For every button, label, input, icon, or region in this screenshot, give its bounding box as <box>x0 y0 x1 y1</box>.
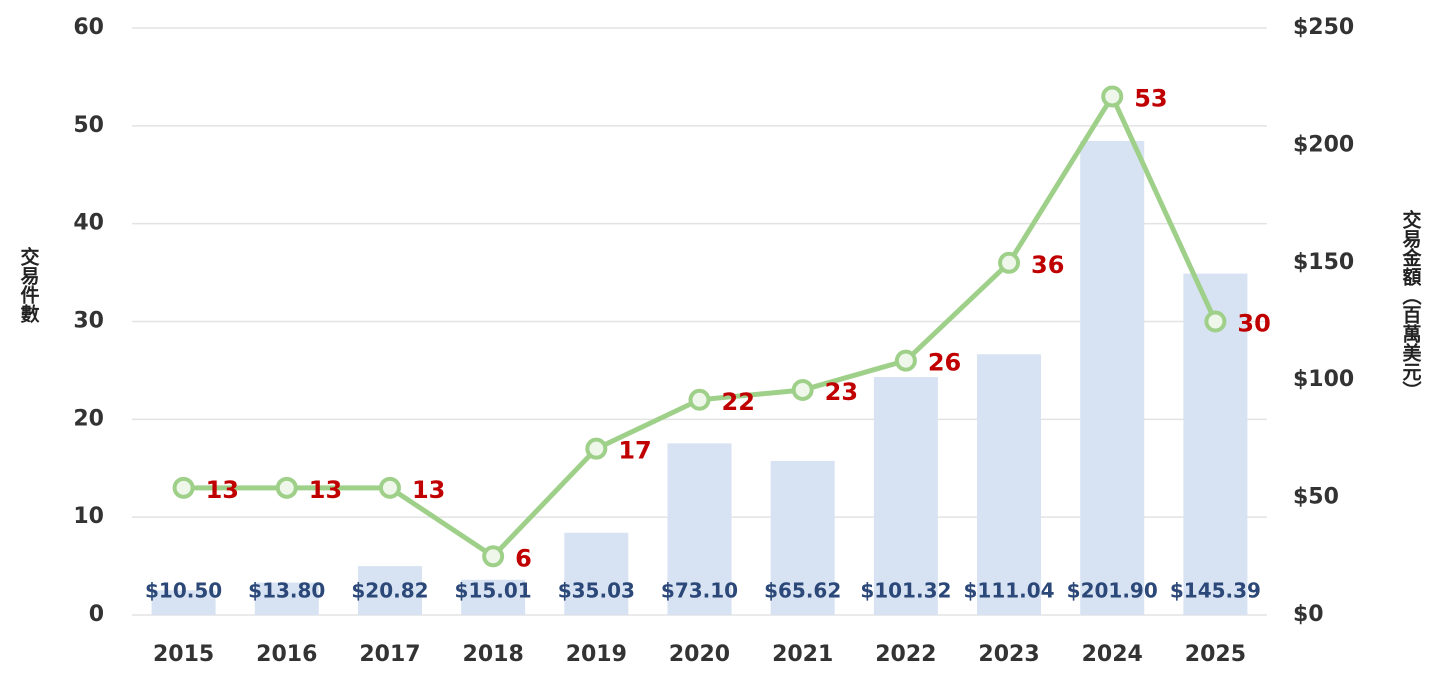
y2-tick-label: $50 <box>1293 485 1339 510</box>
bar <box>357 566 422 615</box>
line-marker <box>275 476 298 499</box>
x-tick-label: 2023 <box>978 642 1039 667</box>
line-value-label: 26 <box>928 349 961 377</box>
y-tick-label: 20 <box>73 406 104 431</box>
line-value-label: 22 <box>722 388 755 416</box>
x-tick-label: 2015 <box>153 642 214 667</box>
bar <box>461 579 526 615</box>
line-marker <box>998 251 1021 274</box>
line-value-label: 53 <box>1134 84 1167 112</box>
bar <box>1080 140 1145 616</box>
x-tick-label: 2017 <box>359 642 420 667</box>
x-tick-label: 2018 <box>463 642 524 667</box>
y2-tick-label: $0 <box>1293 602 1324 627</box>
line-marker <box>172 476 195 499</box>
bar-value-label: $15.01 <box>455 579 532 603</box>
bar-value-label: $20.82 <box>351 579 428 603</box>
y-tick-label: 40 <box>73 211 104 236</box>
line-value-label: 17 <box>618 437 651 465</box>
line-value-label: 23 <box>825 378 858 406</box>
bar <box>873 377 938 615</box>
bar <box>564 532 629 615</box>
x-tick-label: 2024 <box>1082 642 1143 667</box>
line-value-label: 30 <box>1237 310 1270 338</box>
line-value-label: 36 <box>1031 251 1064 279</box>
line-marker <box>894 349 917 372</box>
line-value-label: 13 <box>206 476 239 504</box>
bar-value-label: $101.32 <box>860 579 951 603</box>
x-tick-label: 2021 <box>772 642 833 667</box>
bar-value-label: $145.39 <box>1170 579 1261 603</box>
x-tick-label: 2022 <box>875 642 936 667</box>
y2-tick-label: $100 <box>1293 367 1354 392</box>
bar <box>977 354 1042 615</box>
line-value-label: 6 <box>515 544 532 572</box>
bar-value-label: $10.50 <box>145 579 222 603</box>
x-tick-label: 2016 <box>256 642 317 667</box>
line-value-label: 13 <box>412 476 445 504</box>
bar-value-label: $65.62 <box>764 579 841 603</box>
bar-value-label: $73.10 <box>661 579 738 603</box>
bar <box>254 582 319 615</box>
line-marker <box>585 437 608 460</box>
line-marker <box>378 476 401 499</box>
y2-tick-label: $250 <box>1293 15 1354 40</box>
y2-tick-label: $200 <box>1293 132 1354 157</box>
line-marker <box>1101 85 1124 108</box>
x-tick-label: 2025 <box>1185 642 1246 667</box>
y-tick-label: 10 <box>73 504 104 529</box>
line-marker <box>791 378 814 401</box>
x-tick-label: 2019 <box>566 642 627 667</box>
line-marker <box>1204 310 1227 333</box>
y-tick-label: 60 <box>73 15 104 40</box>
y-tick-label: 0 <box>89 602 104 627</box>
line-marker <box>688 388 711 411</box>
y-axis-label: 交易件數 <box>18 246 40 324</box>
line-marker <box>482 545 505 568</box>
bar-value-label: $13.80 <box>248 579 325 603</box>
y2-axis-label: 交易金額（百萬美元） <box>1400 209 1423 400</box>
y-tick-label: 30 <box>73 309 104 334</box>
y2-tick-label: $150 <box>1293 250 1354 275</box>
line-value-label: 13 <box>309 476 342 504</box>
bar-value-label: $111.04 <box>963 579 1054 603</box>
bar <box>667 443 732 615</box>
bar-value-label: $201.90 <box>1067 579 1158 603</box>
bar <box>770 460 835 615</box>
x-tick-label: 2020 <box>669 642 730 667</box>
bar-value-label: $35.03 <box>558 579 635 603</box>
bar <box>151 590 216 615</box>
y-tick-label: 50 <box>73 113 104 138</box>
